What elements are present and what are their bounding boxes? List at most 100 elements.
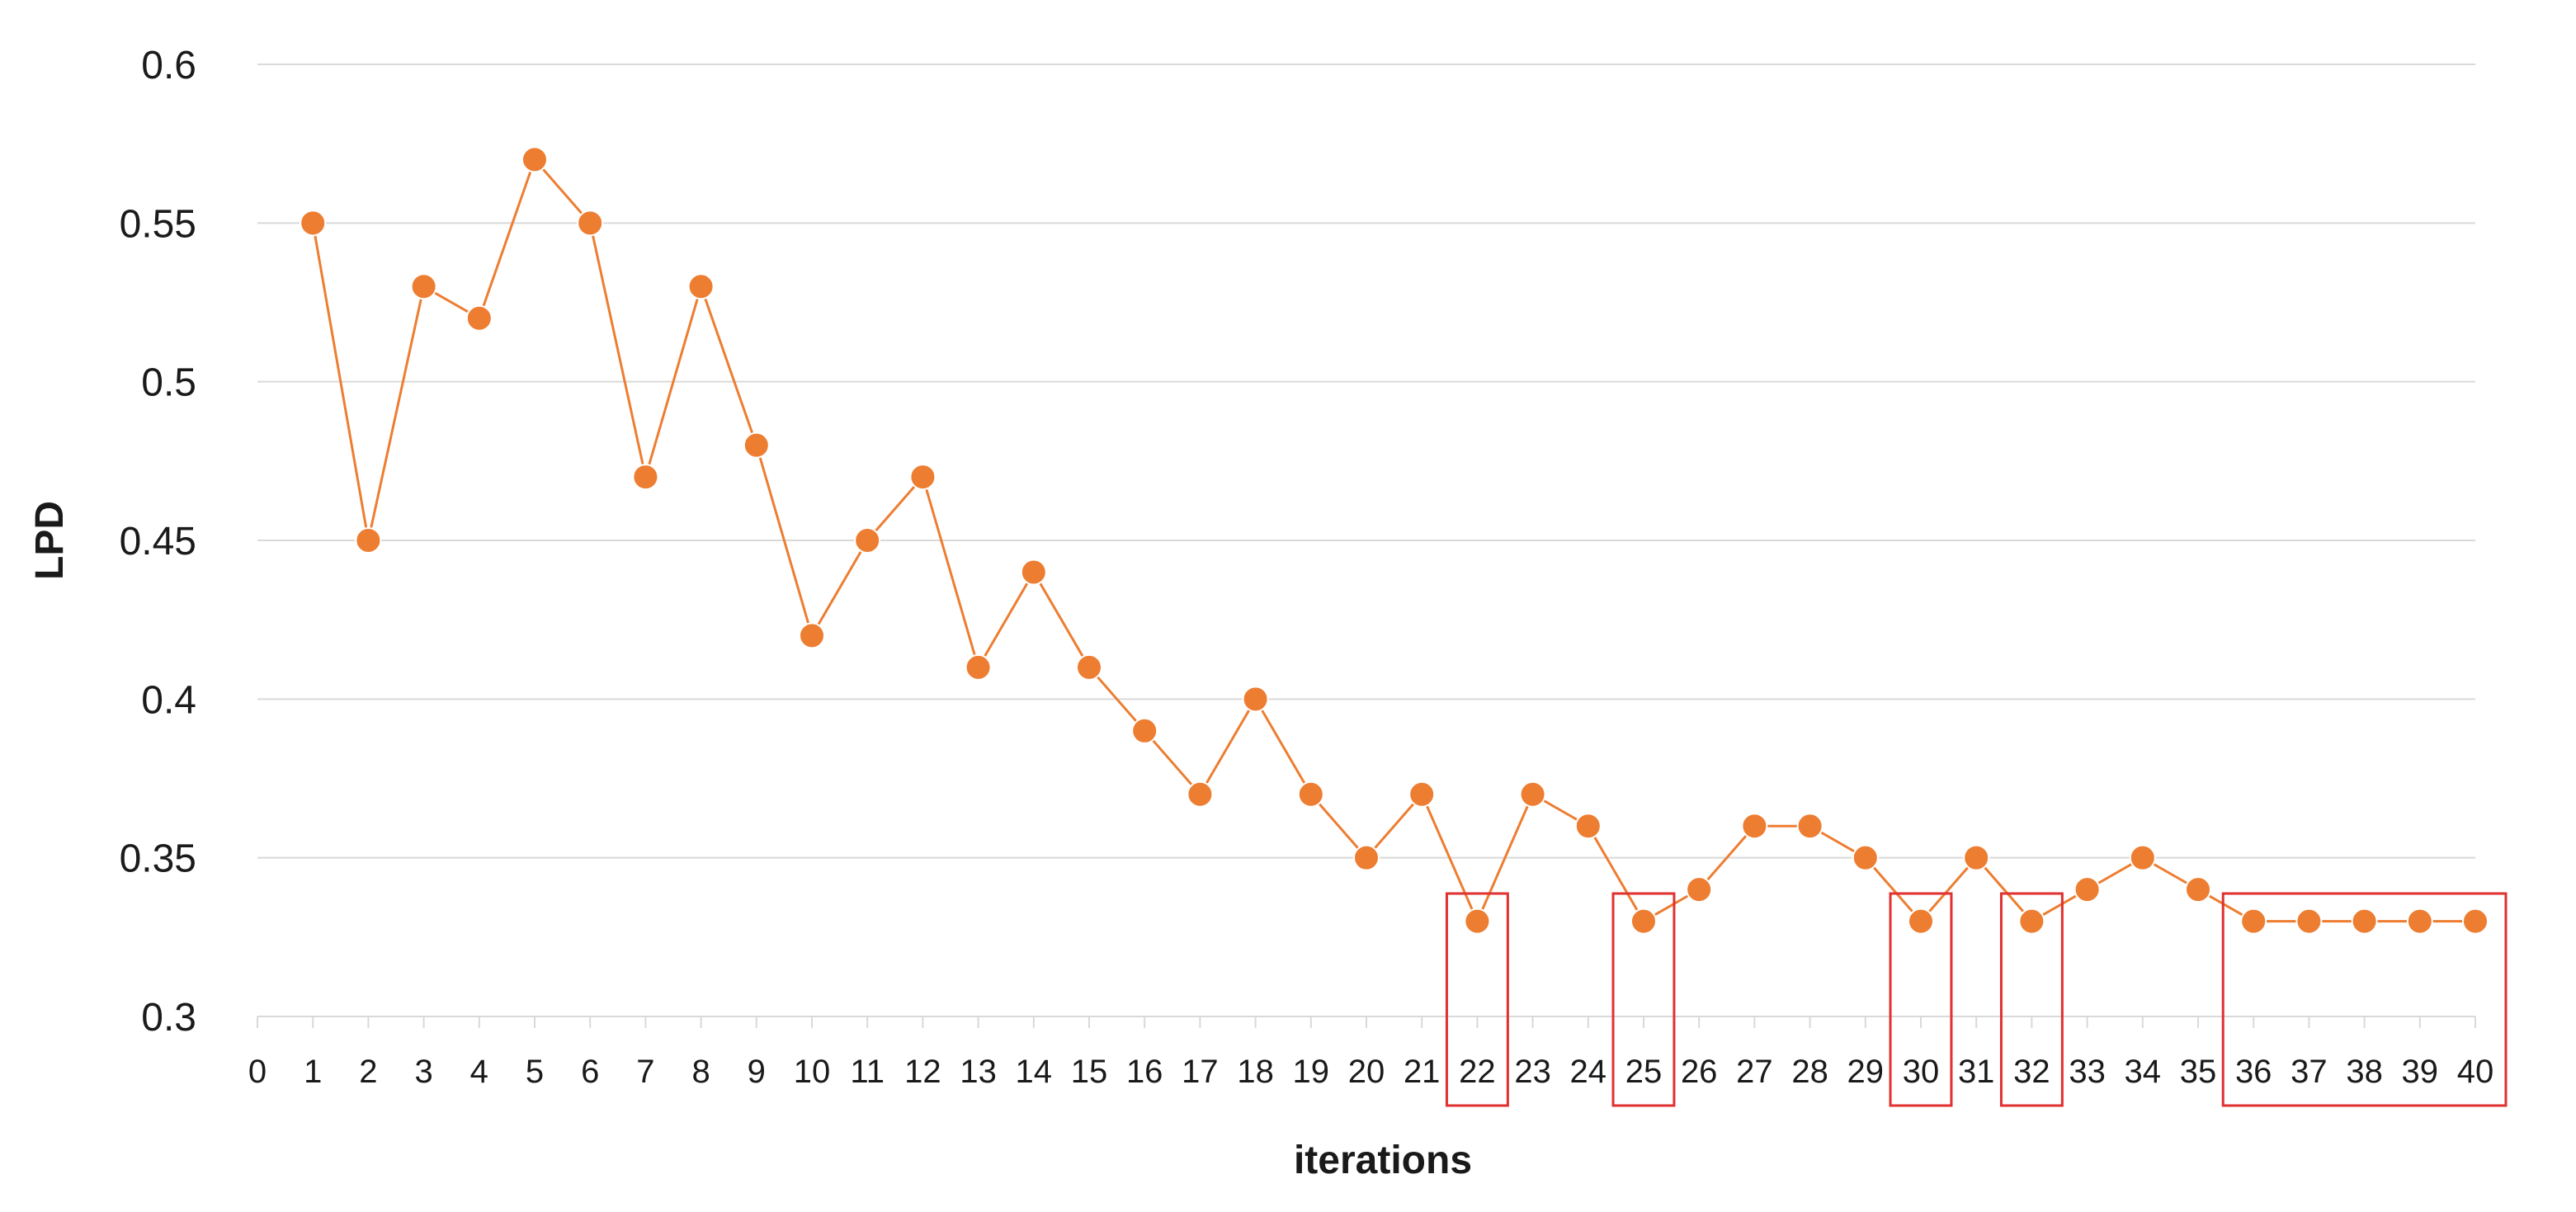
x-tick-label: 19: [1293, 1054, 1330, 1090]
x-tick-label: 28: [1791, 1054, 1828, 1090]
x-tick-label: 8: [691, 1054, 710, 1090]
data-point: [355, 527, 382, 554]
y-tick-label: 0.35: [120, 837, 196, 881]
data-point: [1076, 653, 1102, 681]
x-tick-label: 24: [1570, 1054, 1607, 1090]
y-tick-label: 0.55: [120, 202, 196, 246]
data-point: [687, 273, 715, 300]
highlight-box: [1889, 892, 1953, 1107]
data-point: [743, 432, 770, 459]
series-group: [300, 146, 2489, 935]
data-point: [1796, 813, 1823, 840]
x-tick-label: 0: [248, 1054, 267, 1090]
data-point: [300, 210, 327, 237]
x-tick-label: 34: [2125, 1054, 2162, 1090]
x-tick-label: 27: [1736, 1054, 1773, 1090]
x-tick-label: 6: [581, 1054, 599, 1090]
y-tick-label: 0.3: [141, 996, 196, 1040]
x-tick-label: 36: [2235, 1054, 2272, 1090]
data-point: [2351, 908, 2378, 935]
x-tick-label: 1: [304, 1054, 322, 1090]
data-point: [1630, 908, 1657, 935]
highlight-boxes: [1445, 892, 2508, 1107]
data-point: [2295, 908, 2323, 935]
data-point: [1408, 780, 1436, 808]
x-tick-label: 11: [850, 1054, 885, 1090]
data-point: [1464, 908, 1491, 935]
series-line: [311, 157, 2475, 925]
data-point: [1519, 780, 1546, 808]
data-point: [2018, 908, 2045, 935]
x-tick-label: 37: [2291, 1054, 2328, 1090]
x-tick-label: 15: [1071, 1054, 1108, 1090]
x-tick-label: 21: [1404, 1054, 1441, 1090]
data-point: [1131, 717, 1158, 744]
x-tick-label: 18: [1237, 1054, 1274, 1090]
x-tick-label: 20: [1348, 1054, 1385, 1090]
data-point: [1187, 780, 1214, 808]
data-point: [2462, 908, 2489, 935]
x-tick-label: 39: [2402, 1054, 2439, 1090]
data-point: [577, 210, 604, 237]
x-axis-tick-labels: 0 1 2 3 4 5 6 7 8 9 10 11 12 13 14 15 16 17 18 19 20 21 22 23 24…: [248, 1054, 2493, 1090]
y-tick-label: 0.6: [141, 44, 196, 87]
highlight-box: [1611, 892, 1676, 1107]
data-point: [965, 653, 992, 681]
y-axis-title: LPD: [28, 501, 72, 580]
x-tick-label: 22: [1459, 1054, 1496, 1090]
x-tick-label: 5: [526, 1054, 544, 1090]
data-point: [1242, 686, 1269, 713]
highlight-box: [1999, 892, 2064, 1107]
x-tick-label: 7: [636, 1054, 654, 1090]
x-tick-label: 10: [794, 1054, 831, 1090]
data-point: [1686, 876, 1713, 903]
data-point: [2074, 876, 2101, 903]
data-point: [2185, 876, 2211, 903]
data-point: [1353, 844, 1380, 871]
y-tick-label: 0.4: [141, 678, 196, 722]
data-point: [909, 464, 937, 491]
data-point: [1574, 813, 1602, 840]
data-point: [1297, 780, 1324, 808]
y-axis-tick-labels: 0.3 0.35 0.4 0.45 0.5 0.55 0.6: [120, 44, 196, 1040]
x-tick-label: 9: [748, 1054, 766, 1090]
x-tick-label: 25: [1625, 1054, 1663, 1090]
y-tick-label: 0.45: [120, 520, 196, 564]
data-point: [632, 464, 659, 491]
data-point: [799, 622, 825, 649]
data-point: [410, 273, 437, 300]
data-point: [1852, 844, 1879, 871]
highlight-box: [2221, 892, 2508, 1107]
data-point: [521, 146, 548, 173]
x-tick-label: 13: [960, 1054, 997, 1090]
x-tick-label: 14: [1016, 1054, 1053, 1090]
data-point: [854, 527, 881, 554]
x-tick-label: 16: [1126, 1054, 1163, 1090]
grid-lines: [257, 64, 2475, 1017]
x-axis-title: iterations: [1294, 1139, 1472, 1182]
data-point: [1908, 908, 1934, 935]
x-tick-label: 33: [2069, 1054, 2106, 1090]
x-tick-label: 3: [414, 1054, 432, 1090]
x-tick-label: 23: [1514, 1054, 1551, 1090]
data-point: [2406, 908, 2433, 935]
data-point: [2129, 844, 2156, 871]
data-point: [1963, 844, 1990, 871]
x-tick-label: 4: [470, 1054, 488, 1090]
y-tick-label: 0.5: [141, 361, 196, 405]
x-tick-label: 12: [904, 1054, 941, 1090]
x-axis-ticks: [257, 1016, 2476, 1028]
x-tick-label: 31: [1958, 1054, 1995, 1090]
x-tick-label: 30: [1903, 1054, 1940, 1090]
data-point: [465, 304, 493, 332]
x-tick-label: 29: [1847, 1054, 1885, 1090]
x-tick-label: 40: [2457, 1054, 2494, 1090]
x-tick-label: 26: [1681, 1054, 1718, 1090]
data-point: [1741, 813, 1768, 840]
data-point: [1020, 559, 1047, 586]
x-tick-label: 35: [2180, 1054, 2217, 1090]
x-tick-label: 17: [1182, 1054, 1219, 1090]
x-tick-label: 32: [2013, 1054, 2050, 1090]
x-tick-label: 2: [359, 1054, 377, 1090]
